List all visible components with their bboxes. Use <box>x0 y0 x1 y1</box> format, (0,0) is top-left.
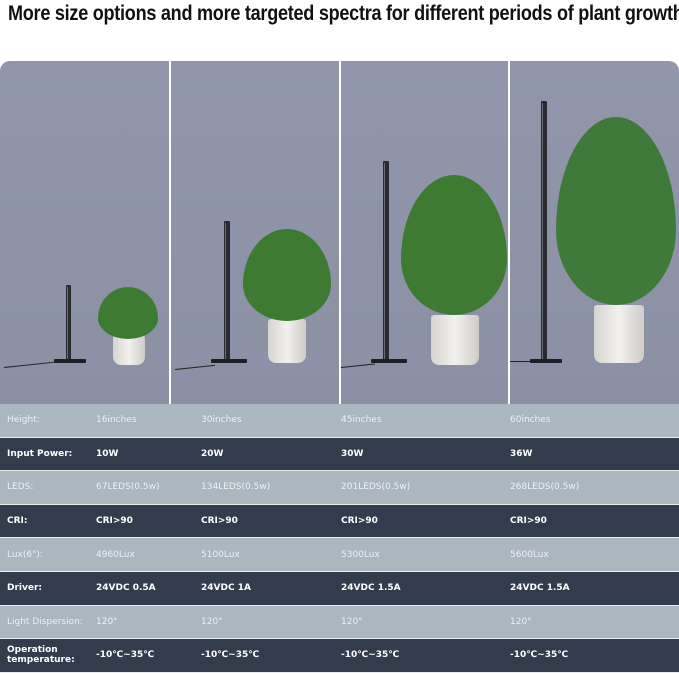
spec-row: LEDS: 67LEDS(0.5w) 134LEDS(0.5w) 201LEDS(0.… <box>0 470 679 505</box>
lamp-base <box>371 359 407 363</box>
spec-value: 36W <box>510 448 533 459</box>
lamp-base <box>211 359 247 363</box>
spec-row: Input Power: 10W 20W 30W 36W <box>0 437 679 471</box>
spec-value: 5600Lux <box>510 549 549 560</box>
spec-value: CRI>90 <box>96 516 133 527</box>
spec-row: Driver: 24VDC 0.5A 24VDC 1A 24VDC 1.5A 24VDC… <box>0 571 679 606</box>
spec-value: 45inches <box>341 415 382 426</box>
lamp-45in <box>383 161 389 361</box>
lamp-base <box>54 359 86 363</box>
spec-value: -10℃~35℃ <box>96 650 155 661</box>
spec-value: 5100Lux <box>201 549 240 560</box>
product-size-gallery <box>0 61 679 404</box>
spec-value: 120° <box>510 616 532 627</box>
spec-row: CRI: CRI>90 CRI>90 CRI>90 CRI>90 <box>0 504 679 538</box>
spec-value: 5300Lux <box>341 549 380 560</box>
plant-pot <box>113 335 145 365</box>
spec-row: Lux(6"): 4960Lux 5100Lux 5300Lux 5600Lux <box>0 537 679 572</box>
spec-value: 24VDC 1A <box>201 583 251 594</box>
plant-foliage <box>401 175 507 315</box>
panel-16in <box>0 61 169 404</box>
plant-foliage <box>243 229 331 321</box>
plant-foliage <box>98 287 158 339</box>
spec-value: 20W <box>201 448 224 459</box>
plant-foliage <box>556 117 676 305</box>
spec-label: Height: <box>7 415 40 426</box>
panel-45in <box>340 61 508 404</box>
spec-value: CRI>90 <box>201 516 238 527</box>
spec-value: 4960Lux <box>96 549 135 560</box>
spec-label: Operation temperature: <box>7 645 75 666</box>
spec-value: 60inches <box>510 415 551 426</box>
spec-label: Driver: <box>7 583 43 594</box>
spec-table: Height: 16inches 30inches 45inches 60inches I… <box>0 404 679 673</box>
spec-value: -10℃~35℃ <box>510 650 569 661</box>
spec-value: 134LEDS(0.5w) <box>201 482 271 493</box>
spec-value: -10℃~35℃ <box>201 650 260 661</box>
spec-value: 120° <box>341 616 363 627</box>
spec-label: LEDS: <box>7 482 34 493</box>
spec-value: 268LEDS(0.5w) <box>510 482 580 493</box>
spec-label: Light Dispersion: <box>7 616 83 627</box>
power-cord <box>174 364 215 370</box>
spec-value: 16inches <box>96 415 137 426</box>
lamp-base <box>530 359 562 363</box>
spec-label: CRI: <box>7 516 28 527</box>
spec-value: 24VDC 1.5A <box>341 583 401 594</box>
plant-pot <box>268 319 306 363</box>
panel-30in <box>171 61 339 404</box>
spec-value: 24VDC 1.5A <box>510 583 570 594</box>
spec-value: 120° <box>201 616 223 627</box>
plant-pot <box>431 315 479 365</box>
spec-row: Height: 16inches 30inches 45inches 60inches <box>0 404 679 438</box>
lamp-30in <box>224 221 230 361</box>
power-cord <box>3 361 56 368</box>
spec-value: 30inches <box>201 415 242 426</box>
spec-value: 201LEDS(0.5w) <box>341 482 411 493</box>
power-cord <box>510 361 532 362</box>
spec-value: 10W <box>96 448 119 459</box>
spec-label: Lux(6"): <box>7 549 43 560</box>
spec-label: Input Power: <box>7 448 73 459</box>
spec-value: CRI>90 <box>341 516 378 527</box>
power-cord <box>340 363 375 368</box>
panel-60in <box>510 61 679 404</box>
headline: More size options and more targeted spec… <box>8 2 679 25</box>
spec-value: CRI>90 <box>510 516 547 527</box>
spec-value: 30W <box>341 448 364 459</box>
spec-row: Light Dispersion: 120° 120° 120° 120° <box>0 605 679 639</box>
spec-value: -10℃~35℃ <box>341 650 400 661</box>
lamp-16in <box>66 285 71 361</box>
spec-value: 120° <box>96 616 118 627</box>
spec-value: 24VDC 0.5A <box>96 583 156 594</box>
lamp-60in <box>541 101 547 361</box>
plant-pot <box>594 305 644 363</box>
spec-row: Operation temperature: -10℃~35℃ -10℃~35℃ -1… <box>0 638 679 673</box>
spec-value: 67LEDS(0.5w) <box>96 482 160 493</box>
